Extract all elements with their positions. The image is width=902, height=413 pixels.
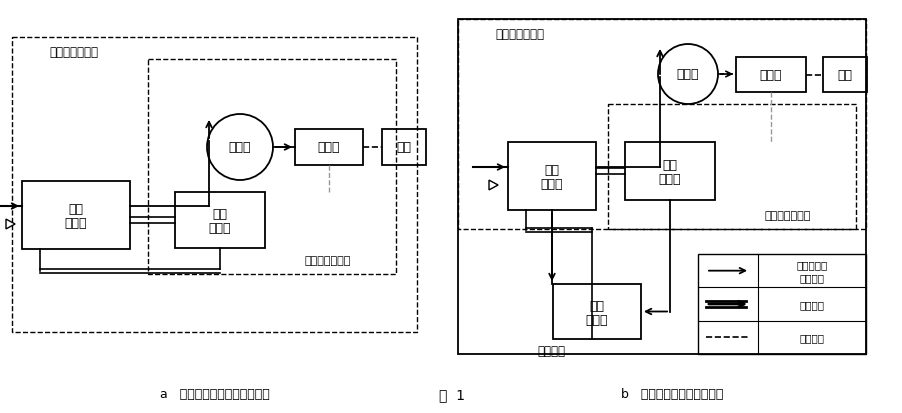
Text: 发送器: 发送器: [658, 173, 680, 186]
Bar: [22, 182, 130, 249]
Text: 积分式执行机构: 积分式执行机构: [764, 211, 810, 221]
Bar: [175, 192, 264, 248]
Bar: [697, 254, 865, 354]
Bar: [735, 58, 805, 93]
Text: 输入及正向: 输入及正向: [796, 260, 827, 270]
Bar: [552, 284, 640, 339]
Text: 放大器: 放大器: [540, 178, 563, 191]
Text: 放大器: 放大器: [65, 217, 87, 230]
Text: 减速器: 减速器: [759, 69, 781, 82]
Bar: [822, 58, 866, 93]
Bar: [607, 105, 855, 230]
Text: 图  1: 图 1: [438, 387, 465, 401]
Text: b   接入电动操作器控制原理: b 接入电动操作器控制原理: [621, 387, 723, 401]
Text: 位置: 位置: [212, 208, 227, 221]
Text: 比例式执行机构: 比例式执行机构: [50, 45, 98, 58]
Text: 电动机: 电动机: [676, 68, 698, 81]
Text: 发送器: 发送器: [208, 222, 231, 235]
Text: 机械联接: 机械联接: [798, 332, 824, 342]
Text: 电动: 电动: [589, 299, 603, 312]
Bar: [148, 60, 396, 274]
Bar: [457, 20, 865, 354]
Text: 比例式执行机构: 比例式执行机构: [495, 27, 544, 40]
Text: 操作器: 操作器: [585, 313, 608, 326]
Text: 阀门: 阀门: [396, 141, 411, 154]
Bar: [508, 142, 595, 211]
Text: 位置: 位置: [662, 159, 676, 172]
Text: 减速器: 减速器: [318, 141, 340, 154]
Text: 反馈信号: 反馈信号: [798, 299, 824, 309]
Bar: [457, 20, 865, 230]
Text: 伺服: 伺服: [69, 203, 83, 216]
Text: a   没接入电动操作器控制原理: a 没接入电动操作器控制原理: [160, 387, 270, 401]
Bar: [624, 142, 714, 201]
Text: 电动机: 电动机: [228, 141, 251, 154]
Bar: [382, 130, 426, 166]
Text: 阀门: 阀门: [836, 69, 851, 82]
Bar: [295, 130, 363, 166]
Text: 积分式执行机构: 积分式执行机构: [305, 255, 351, 266]
Text: 动作切换: 动作切换: [537, 345, 565, 358]
Text: 控制信号: 控制信号: [798, 273, 824, 283]
Text: 伺服: 伺服: [544, 164, 559, 177]
Bar: [12, 38, 417, 332]
